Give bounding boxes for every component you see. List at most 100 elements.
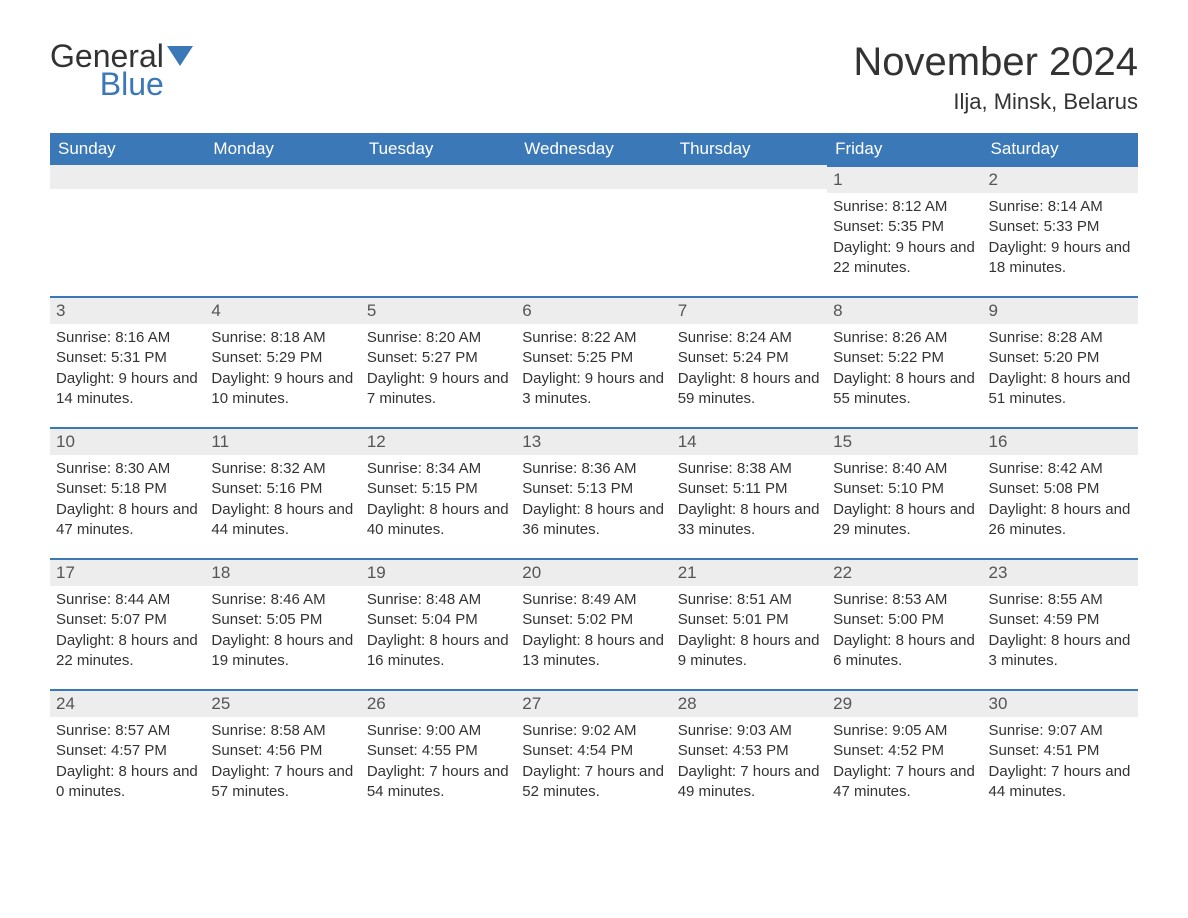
day-cell: 3Sunrise: 8:16 AMSunset: 5:31 PMDaylight… bbox=[50, 296, 205, 427]
sunrise-text: Sunrise: 8:14 AM bbox=[989, 197, 1132, 217]
sunset-text: Sunset: 5:33 PM bbox=[989, 217, 1132, 237]
sunset-text: Sunset: 5:10 PM bbox=[833, 479, 976, 499]
sunset-text: Sunset: 5:24 PM bbox=[678, 348, 821, 368]
day-number: 26 bbox=[361, 689, 516, 717]
day-details: Sunrise: 8:53 AMSunset: 5:00 PMDaylight:… bbox=[827, 586, 982, 671]
daylight-text: Daylight: 8 hours and 22 minutes. bbox=[56, 631, 199, 672]
sunset-text: Sunset: 5:01 PM bbox=[678, 610, 821, 630]
month-title: November 2024 bbox=[853, 40, 1138, 85]
day-number: 23 bbox=[983, 558, 1138, 586]
day-details: Sunrise: 8:30 AMSunset: 5:18 PMDaylight:… bbox=[50, 455, 205, 540]
empty-day-bar bbox=[516, 165, 671, 189]
day-number: 18 bbox=[205, 558, 360, 586]
day-number: 28 bbox=[672, 689, 827, 717]
day-number: 6 bbox=[516, 296, 671, 324]
sunset-text: Sunset: 4:52 PM bbox=[833, 741, 976, 761]
daylight-text: Daylight: 8 hours and 51 minutes. bbox=[989, 369, 1132, 410]
day-number: 25 bbox=[205, 689, 360, 717]
day-cell: 22Sunrise: 8:53 AMSunset: 5:00 PMDayligh… bbox=[827, 558, 982, 689]
day-details: Sunrise: 9:03 AMSunset: 4:53 PMDaylight:… bbox=[672, 717, 827, 802]
sunrise-text: Sunrise: 8:24 AM bbox=[678, 328, 821, 348]
sunset-text: Sunset: 4:57 PM bbox=[56, 741, 199, 761]
day-cell: 10Sunrise: 8:30 AMSunset: 5:18 PMDayligh… bbox=[50, 427, 205, 558]
sunset-text: Sunset: 5:29 PM bbox=[211, 348, 354, 368]
day-cell: 17Sunrise: 8:44 AMSunset: 5:07 PMDayligh… bbox=[50, 558, 205, 689]
sunset-text: Sunset: 5:05 PM bbox=[211, 610, 354, 630]
week-row: 24Sunrise: 8:57 AMSunset: 4:57 PMDayligh… bbox=[50, 689, 1138, 820]
sunrise-text: Sunrise: 8:53 AM bbox=[833, 590, 976, 610]
sunset-text: Sunset: 4:55 PM bbox=[367, 741, 510, 761]
day-number: 4 bbox=[205, 296, 360, 324]
daylight-text: Daylight: 8 hours and 47 minutes. bbox=[56, 500, 199, 541]
sunset-text: Sunset: 4:59 PM bbox=[989, 610, 1132, 630]
day-number: 7 bbox=[672, 296, 827, 324]
day-cell: 15Sunrise: 8:40 AMSunset: 5:10 PMDayligh… bbox=[827, 427, 982, 558]
sunrise-text: Sunrise: 8:44 AM bbox=[56, 590, 199, 610]
sunset-text: Sunset: 5:31 PM bbox=[56, 348, 199, 368]
logo: General Blue bbox=[50, 40, 193, 100]
day-details: Sunrise: 8:32 AMSunset: 5:16 PMDaylight:… bbox=[205, 455, 360, 540]
day-number: 1 bbox=[827, 165, 982, 193]
day-number: 13 bbox=[516, 427, 671, 455]
week-row: 1Sunrise: 8:12 AMSunset: 5:35 PMDaylight… bbox=[50, 165, 1138, 296]
day-details: Sunrise: 8:51 AMSunset: 5:01 PMDaylight:… bbox=[672, 586, 827, 671]
day-number: 27 bbox=[516, 689, 671, 717]
day-details: Sunrise: 8:16 AMSunset: 5:31 PMDaylight:… bbox=[50, 324, 205, 409]
day-cell: 1Sunrise: 8:12 AMSunset: 5:35 PMDaylight… bbox=[827, 165, 982, 296]
day-header-row: SundayMondayTuesdayWednesdayThursdayFrid… bbox=[50, 133, 1138, 165]
day-cell: 25Sunrise: 8:58 AMSunset: 4:56 PMDayligh… bbox=[205, 689, 360, 820]
daylight-text: Daylight: 8 hours and 59 minutes. bbox=[678, 369, 821, 410]
sunset-text: Sunset: 5:20 PM bbox=[989, 348, 1132, 368]
daylight-text: Daylight: 8 hours and 26 minutes. bbox=[989, 500, 1132, 541]
day-cell: 16Sunrise: 8:42 AMSunset: 5:08 PMDayligh… bbox=[983, 427, 1138, 558]
sunrise-text: Sunrise: 8:46 AM bbox=[211, 590, 354, 610]
day-details: Sunrise: 8:24 AMSunset: 5:24 PMDaylight:… bbox=[672, 324, 827, 409]
day-details: Sunrise: 8:46 AMSunset: 5:05 PMDaylight:… bbox=[205, 586, 360, 671]
sunrise-text: Sunrise: 8:51 AM bbox=[678, 590, 821, 610]
daylight-text: Daylight: 8 hours and 16 minutes. bbox=[367, 631, 510, 672]
day-number: 20 bbox=[516, 558, 671, 586]
day-number: 21 bbox=[672, 558, 827, 586]
day-header: Thursday bbox=[672, 133, 827, 165]
daylight-text: Daylight: 8 hours and 3 minutes. bbox=[989, 631, 1132, 672]
day-number: 9 bbox=[983, 296, 1138, 324]
daylight-text: Daylight: 7 hours and 52 minutes. bbox=[522, 762, 665, 803]
day-cell: 30Sunrise: 9:07 AMSunset: 4:51 PMDayligh… bbox=[983, 689, 1138, 820]
day-details: Sunrise: 8:22 AMSunset: 5:25 PMDaylight:… bbox=[516, 324, 671, 409]
sunrise-text: Sunrise: 8:58 AM bbox=[211, 721, 354, 741]
day-details: Sunrise: 8:58 AMSunset: 4:56 PMDaylight:… bbox=[205, 717, 360, 802]
day-details: Sunrise: 8:42 AMSunset: 5:08 PMDaylight:… bbox=[983, 455, 1138, 540]
day-details: Sunrise: 8:28 AMSunset: 5:20 PMDaylight:… bbox=[983, 324, 1138, 409]
day-number: 2 bbox=[983, 165, 1138, 193]
title-block: November 2024 Ilja, Minsk, Belarus bbox=[853, 40, 1138, 125]
sunset-text: Sunset: 4:51 PM bbox=[989, 741, 1132, 761]
logo-text: General Blue bbox=[50, 40, 164, 100]
sunset-text: Sunset: 5:35 PM bbox=[833, 217, 976, 237]
day-details: Sunrise: 8:38 AMSunset: 5:11 PMDaylight:… bbox=[672, 455, 827, 540]
sunrise-text: Sunrise: 8:32 AM bbox=[211, 459, 354, 479]
day-header: Monday bbox=[205, 133, 360, 165]
day-cell: 8Sunrise: 8:26 AMSunset: 5:22 PMDaylight… bbox=[827, 296, 982, 427]
sunset-text: Sunset: 5:08 PM bbox=[989, 479, 1132, 499]
sunset-text: Sunset: 4:54 PM bbox=[522, 741, 665, 761]
daylight-text: Daylight: 9 hours and 10 minutes. bbox=[211, 369, 354, 410]
day-details: Sunrise: 8:55 AMSunset: 4:59 PMDaylight:… bbox=[983, 586, 1138, 671]
sunset-text: Sunset: 5:07 PM bbox=[56, 610, 199, 630]
day-number: 11 bbox=[205, 427, 360, 455]
sunset-text: Sunset: 5:13 PM bbox=[522, 479, 665, 499]
day-details: Sunrise: 9:00 AMSunset: 4:55 PMDaylight:… bbox=[361, 717, 516, 802]
day-number: 15 bbox=[827, 427, 982, 455]
day-cell: 28Sunrise: 9:03 AMSunset: 4:53 PMDayligh… bbox=[672, 689, 827, 820]
sunrise-text: Sunrise: 8:38 AM bbox=[678, 459, 821, 479]
day-cell bbox=[50, 165, 205, 296]
day-details: Sunrise: 8:49 AMSunset: 5:02 PMDaylight:… bbox=[516, 586, 671, 671]
sunrise-text: Sunrise: 8:48 AM bbox=[367, 590, 510, 610]
day-cell: 24Sunrise: 8:57 AMSunset: 4:57 PMDayligh… bbox=[50, 689, 205, 820]
daylight-text: Daylight: 8 hours and 19 minutes. bbox=[211, 631, 354, 672]
sunrise-text: Sunrise: 8:30 AM bbox=[56, 459, 199, 479]
daylight-text: Daylight: 8 hours and 0 minutes. bbox=[56, 762, 199, 803]
day-header: Saturday bbox=[983, 133, 1138, 165]
daylight-text: Daylight: 8 hours and 44 minutes. bbox=[211, 500, 354, 541]
sunset-text: Sunset: 5:11 PM bbox=[678, 479, 821, 499]
daylight-text: Daylight: 9 hours and 14 minutes. bbox=[56, 369, 199, 410]
